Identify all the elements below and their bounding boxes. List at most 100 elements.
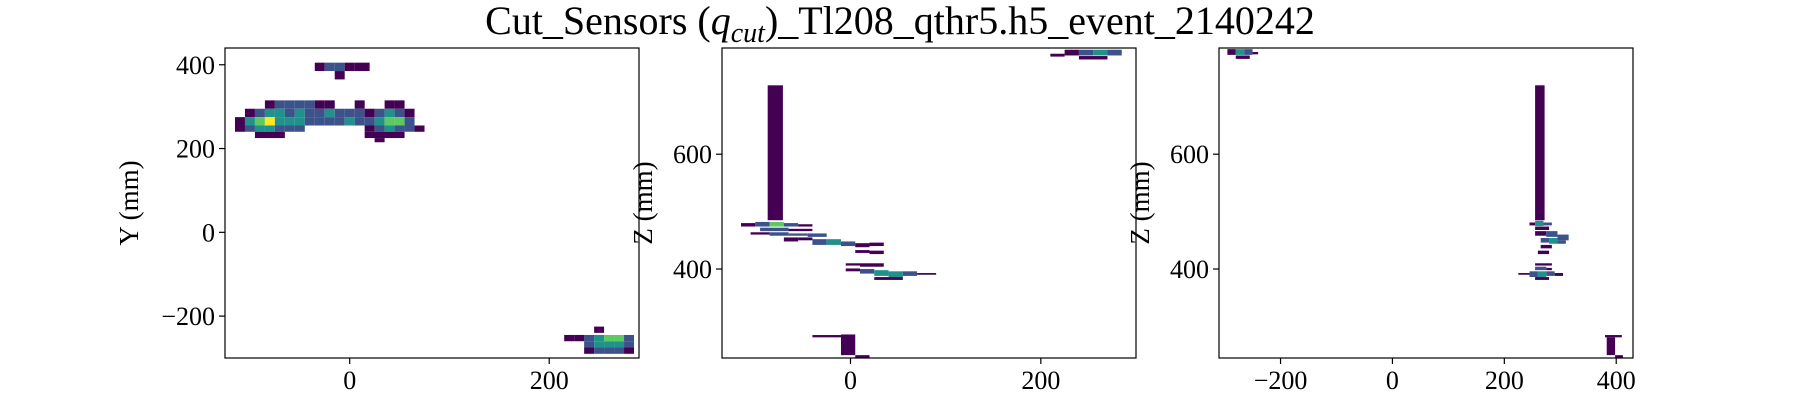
heatmap-cell xyxy=(244,108,255,118)
heatmap-cell xyxy=(394,108,405,118)
heatmap-cell xyxy=(1535,85,1545,221)
plot-frame-xz xyxy=(721,47,1137,359)
heatmap-cell xyxy=(354,117,365,126)
heatmap-cell xyxy=(1093,49,1108,56)
heatmap-cell xyxy=(840,241,856,247)
heatmap-cell xyxy=(334,62,345,72)
heatmap-cell xyxy=(869,250,884,255)
x-tick-label: 200 xyxy=(530,366,569,395)
heatmap-cell xyxy=(812,335,841,338)
heatmap-cell xyxy=(314,117,325,126)
heatmap-cell xyxy=(394,117,405,126)
heatmap-cell xyxy=(1064,49,1079,56)
heatmap-cell xyxy=(888,271,903,278)
heatmap-cell xyxy=(874,277,903,280)
heatmap-cell xyxy=(860,263,884,267)
heatmap-cell xyxy=(614,341,625,348)
heatmap-cell xyxy=(902,271,918,276)
y-axis-xz: 400 600 xyxy=(673,140,722,284)
heatmap-cell xyxy=(788,233,808,236)
heatmap-cell xyxy=(384,117,395,126)
heatmap-cell xyxy=(798,237,813,241)
heatmap-cell xyxy=(374,138,385,143)
heatmap-cell xyxy=(624,341,635,348)
heatmap-cell xyxy=(374,108,385,118)
heatmap-cell xyxy=(741,223,756,227)
heatmap-cell xyxy=(624,347,635,354)
heatmap-cell xyxy=(254,131,285,139)
x-tick-label: 200 xyxy=(1485,366,1524,395)
heatmap-cell xyxy=(324,100,335,109)
heatmap-cell xyxy=(324,117,335,126)
heatmap-cell xyxy=(274,125,285,132)
heatmap-cell xyxy=(284,117,295,126)
heatmap-cell xyxy=(574,334,585,342)
y-tick-label: −200 xyxy=(161,302,215,331)
heatmap-cell xyxy=(384,108,395,118)
heatmap-cell xyxy=(384,100,395,109)
heatmap-cell xyxy=(845,263,860,266)
figure-title-prefix: Cut_Sensors ( xyxy=(485,0,711,43)
heatmap-cell xyxy=(798,224,813,227)
heatmap-cell xyxy=(1535,266,1547,271)
heatmap-cell xyxy=(354,62,370,72)
y-axis-label-xz: Z (mm) xyxy=(628,161,658,244)
heatmap-cell xyxy=(324,108,335,118)
heatmap-cell xyxy=(594,334,605,342)
heatmap-cell xyxy=(1518,273,1530,275)
heatmap-cell xyxy=(1050,53,1065,57)
heatmap-cell xyxy=(584,334,595,342)
heatmap-cell xyxy=(855,243,870,248)
heatmap-cell xyxy=(614,347,625,354)
heatmap-cell xyxy=(1537,271,1547,278)
heatmap-cell xyxy=(1107,49,1122,56)
heatmap-cell xyxy=(1078,49,1094,56)
heatmap-cell xyxy=(826,239,841,245)
heatmap-cell xyxy=(1535,226,1550,230)
heatmap-cell xyxy=(404,117,415,126)
heatmap-cell xyxy=(344,62,355,72)
heatmap-cell xyxy=(314,62,325,72)
heatmap-cell xyxy=(354,100,365,109)
heatmap-cell xyxy=(604,341,615,348)
heatmap-cell xyxy=(334,108,345,118)
heatmap-cell xyxy=(1535,231,1547,236)
heatmap-cell xyxy=(414,125,425,132)
heatmap-cell xyxy=(1235,49,1245,55)
heatmap-cell xyxy=(594,341,605,348)
heatmap-cell xyxy=(1557,240,1566,244)
heatmap-cell xyxy=(344,117,355,126)
heatmap-cell xyxy=(584,347,595,354)
heatmap-cells-xz xyxy=(741,49,1122,358)
heatmap-cell xyxy=(274,100,285,109)
heatmap-cell xyxy=(234,117,245,126)
plot-frame-xy xyxy=(224,47,640,359)
heatmap-cells-xy xyxy=(234,62,635,354)
heatmap-cell xyxy=(594,347,605,354)
heatmap-cell xyxy=(404,125,415,132)
y-tick-label: 400 xyxy=(176,51,215,80)
heatmap-cell xyxy=(783,237,799,242)
x-axis-yz: −200 0 200 400 xyxy=(1254,358,1636,395)
heatmap-cell xyxy=(767,85,783,221)
heatmap-cell xyxy=(274,117,285,126)
y-tick-label: 200 xyxy=(176,135,215,164)
heatmap-cell xyxy=(254,125,265,132)
panel-xz: 0 200 400 600 Z (mm) xyxy=(628,47,1137,395)
heatmap-cell xyxy=(1537,250,1550,255)
heatmap-cell xyxy=(1546,231,1558,237)
heatmap-cell xyxy=(604,334,615,342)
y-tick-label: 400 xyxy=(1170,255,1209,284)
heatmap-cell xyxy=(1227,49,1236,55)
heatmap-cell xyxy=(1535,277,1550,280)
heatmap-cell xyxy=(1244,49,1253,55)
heatmap-cell xyxy=(284,100,295,109)
heatmap-cell xyxy=(1606,337,1616,356)
heatmap-cell xyxy=(1540,238,1550,243)
heatmap-cell xyxy=(294,117,305,126)
x-axis-xz: 0 200 xyxy=(844,358,1060,395)
heatmap-cell xyxy=(807,233,827,237)
heatmap-cell xyxy=(1235,55,1250,59)
y-axis-xy: −200 0 200 400 xyxy=(161,51,225,331)
